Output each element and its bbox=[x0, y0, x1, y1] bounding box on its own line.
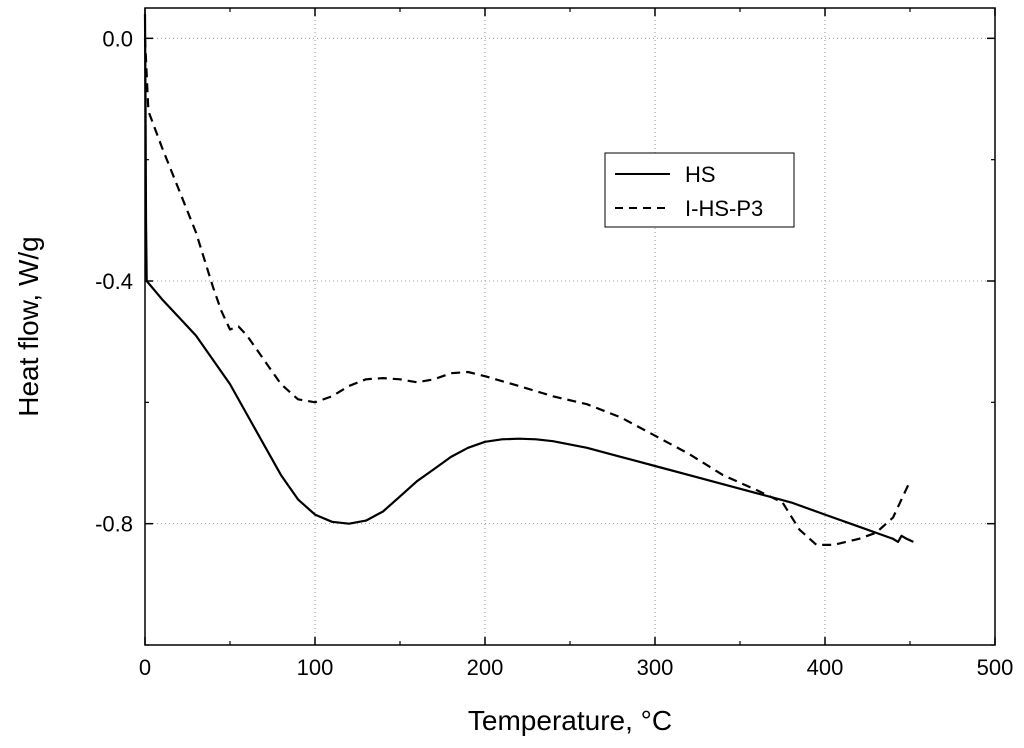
legend: HS I-HS-P3 bbox=[604, 152, 795, 228]
y-axis-title: Heat flow, W/g bbox=[13, 236, 44, 417]
ticks bbox=[144, 8, 996, 646]
plot-frame bbox=[144, 7, 996, 646]
y-tick-label: 0.0 bbox=[102, 26, 133, 51]
x-axis-title: Temperature, °C bbox=[468, 705, 672, 736]
x-tick-label: 300 bbox=[637, 655, 674, 680]
y-tick-label: -0.8 bbox=[95, 512, 133, 537]
tick-labels: 0 100 200 300 400 500 0.0 -0.4 -0.8 bbox=[95, 26, 1013, 680]
y-tick-label: -0.4 bbox=[95, 269, 133, 294]
series-line-hs bbox=[143, 14, 914, 543]
series-layer bbox=[143, 14, 914, 546]
x-tick-label: 400 bbox=[807, 655, 844, 680]
x-tick-label: 0 bbox=[139, 655, 151, 680]
grid bbox=[145, 8, 995, 645]
x-tick-label: 500 bbox=[977, 655, 1014, 680]
legend-label-i-hs-p3: I-HS-P3 bbox=[685, 196, 763, 221]
legend-box bbox=[604, 152, 795, 228]
x-tick-label: 200 bbox=[467, 655, 504, 680]
x-tick-label: 100 bbox=[297, 655, 334, 680]
legend-label-hs: HS bbox=[685, 162, 716, 187]
series-line-i-hs-p3 bbox=[143, 38, 911, 546]
